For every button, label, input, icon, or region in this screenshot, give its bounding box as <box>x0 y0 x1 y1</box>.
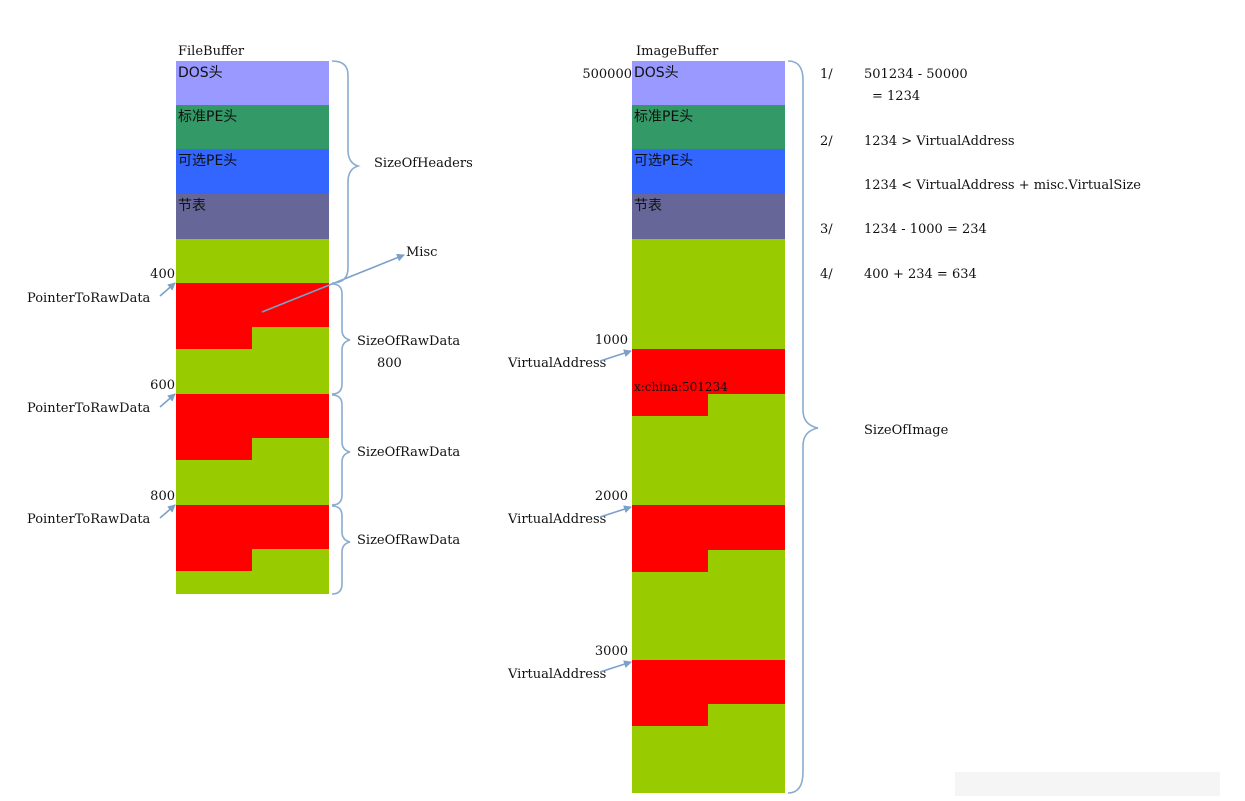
filebuffer-section-3-data-tail <box>176 549 252 571</box>
section-1-size-brace <box>331 283 351 395</box>
section-1-virtual-address-arrow <box>599 349 632 362</box>
size-of-headers-brace <box>331 60 361 284</box>
imagebuffer-section-1-data-tail <box>632 394 708 416</box>
section-2-virtual-address-label: VirtualAddress <box>508 512 607 527</box>
note-step-2-line-2: 1234 < VirtualAddress + misc.VirtualSize <box>864 178 1141 193</box>
section-1-pointer-label: PointerToRawData <box>27 291 151 306</box>
section-3-pointer-arrow <box>159 504 176 519</box>
imagebuffer-section-2-data-tail <box>632 550 708 572</box>
filebuffer-section-2-data <box>176 394 329 438</box>
note-step-2-line-1: 1234 > VirtualAddress <box>864 134 1015 149</box>
section-2-size-label: SizeOfRawData <box>357 445 461 460</box>
filebuffer-dos-header: DOS头 <box>176 61 329 105</box>
imagebuffer-standard-pe-header: 标准PE头 <box>632 105 785 149</box>
imagebuffer-section-3-data <box>632 660 785 704</box>
filebuffer-section-1-data-tail <box>176 327 252 349</box>
section-1-raw-offset: 400 <box>150 267 175 282</box>
section-1-size-label: SizeOfRawData <box>357 334 461 349</box>
section-3-pointer-label: PointerToRawData <box>27 512 151 527</box>
filebuffer-header-padding <box>176 239 329 283</box>
imagebuffer-optional-pe-header: 可选PE头 <box>632 149 785 194</box>
section-3-raw-offset: 800 <box>150 489 175 504</box>
imagebuffer-section-2-data <box>632 505 785 550</box>
misc-label: Misc <box>406 245 438 260</box>
virtual-address-marker: x:china:501234 <box>634 380 728 394</box>
size-of-image-brace <box>787 60 819 794</box>
section-3-virtual-address-label: VirtualAddress <box>508 667 607 682</box>
filebuffer-standard-pe-header: 标准PE头 <box>176 105 329 149</box>
note-step-1-number: 1/ <box>820 67 833 82</box>
imagebuffer-title: ImageBuffer <box>636 44 719 59</box>
note-step-4-line-1: 400 + 234 = 634 <box>864 267 977 282</box>
imagebuffer-section-table: 节表 <box>632 194 785 239</box>
note-step-3-line-1: 1234 - 1000 = 234 <box>864 222 987 237</box>
section-2-virtual-offset: 2000 <box>594 489 628 504</box>
note-step-4-number: 4/ <box>820 267 833 282</box>
section-2-raw-offset: 600 <box>150 378 175 393</box>
section-3-virtual-address-arrow <box>599 660 632 673</box>
section-3-size-label: SizeOfRawData <box>357 533 461 548</box>
size-of-headers-label: SizeOfHeaders <box>374 156 473 171</box>
watermark-area <box>955 772 1220 796</box>
filebuffer-section-3-data <box>176 505 329 549</box>
section-2-virtual-address-arrow <box>599 505 632 518</box>
section-2-size-brace <box>331 394 351 506</box>
size-of-image-label: SizeOfImage <box>864 423 949 438</box>
filebuffer-section-2-data-tail <box>176 438 252 460</box>
section-2-pointer-label: PointerToRawData <box>27 401 151 416</box>
section-2-pointer-arrow <box>159 393 176 408</box>
section-1-pointer-arrow <box>159 282 176 297</box>
note-step-2-number: 2/ <box>820 134 833 149</box>
image-base-address: 500000 <box>582 67 632 82</box>
imagebuffer-dos-header: DOS头 <box>632 61 785 105</box>
filebuffer-section-table: 节表 <box>176 194 329 239</box>
note-step-3-number: 3/ <box>820 222 833 237</box>
note-step-1-line-2: = 1234 <box>872 89 921 104</box>
note-step-1-line-1: 501234 - 50000 <box>864 67 968 82</box>
imagebuffer-header-padding <box>632 239 785 349</box>
section-1-virtual-offset: 1000 <box>594 333 628 348</box>
section-1-size-value: 800 <box>377 356 402 371</box>
section-3-size-brace <box>331 505 351 595</box>
section-3-virtual-offset: 3000 <box>594 644 628 659</box>
imagebuffer-section-3-data-tail <box>632 704 708 726</box>
section-1-virtual-address-label: VirtualAddress <box>508 356 607 371</box>
filebuffer-optional-pe-header: 可选PE头 <box>176 149 329 194</box>
filebuffer-title: FileBuffer <box>178 44 245 59</box>
imagebuffer-section-1-data <box>632 349 785 394</box>
filebuffer-section-1-data <box>176 283 329 327</box>
